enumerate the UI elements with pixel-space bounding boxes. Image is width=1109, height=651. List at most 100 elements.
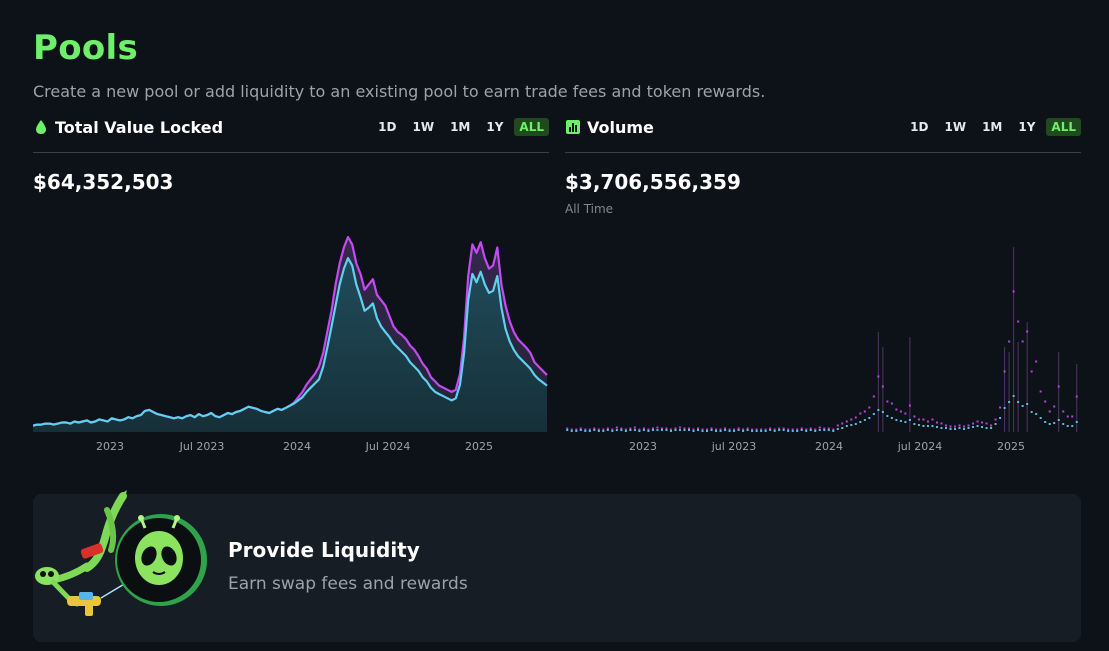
volume-point-a xyxy=(940,422,943,425)
volume-point-b xyxy=(877,409,880,411)
volume-value: $3,706,556,359 xyxy=(565,170,741,194)
volume-panel-header: Volume 1D 1W 1M 1Y ALL xyxy=(565,112,1081,142)
volume-point-b xyxy=(1057,419,1060,421)
volume-x-tick-label: jul 2023 xyxy=(711,440,757,453)
volume-chart[interactable]: 2023 jul 2023 2024 jul 2024 2025 xyxy=(565,222,1081,462)
volume-x-tick-label: 2023 xyxy=(629,440,657,453)
volume-point-a xyxy=(1075,395,1078,398)
volume-point-b xyxy=(972,426,975,428)
volume-point-a xyxy=(760,428,763,431)
volume-point-b xyxy=(584,430,587,432)
card-title: Provide Liquidity xyxy=(228,538,420,562)
volume-range-1w[interactable]: 1W xyxy=(939,118,971,136)
volume-point-a xyxy=(710,427,713,430)
volume-point-a xyxy=(935,421,938,424)
volume-point-b xyxy=(886,415,889,417)
volume-point-b xyxy=(755,430,758,432)
volume-point-a xyxy=(1008,340,1011,343)
volume-point-a xyxy=(584,428,587,431)
tvl-range-1m[interactable]: 1M xyxy=(445,118,475,136)
volume-point-b xyxy=(624,430,627,432)
bar-chart-icon xyxy=(566,120,580,134)
volume-point-a xyxy=(931,418,934,421)
volume-point-b xyxy=(764,430,767,432)
volume-point-b xyxy=(805,430,808,432)
tvl-panel: Total Value Locked 1D 1W 1M 1Y ALL $64,3… xyxy=(33,112,549,472)
volume-point-b xyxy=(615,429,618,431)
volume-range-1m[interactable]: 1M xyxy=(977,118,1007,136)
volume-point-b xyxy=(868,417,871,419)
tvl-range-1w[interactable]: 1W xyxy=(407,118,439,136)
volume-point-b xyxy=(611,430,614,432)
volume-point-a xyxy=(877,375,880,378)
volume-point-a xyxy=(737,427,740,430)
volume-point-a xyxy=(593,427,596,430)
provide-liquidity-card[interactable]: Provide Liquidity Earn swap fees and rew… xyxy=(33,490,1081,642)
volume-point-b xyxy=(706,430,709,432)
volume-point-b xyxy=(724,429,727,431)
volume-point-a xyxy=(895,408,898,411)
volume-point-b xyxy=(701,430,704,432)
volume-point-b xyxy=(958,427,961,429)
volume-point-b xyxy=(845,425,848,427)
volume-point-a xyxy=(633,426,636,429)
volume-point-b xyxy=(588,430,591,432)
volume-point-b xyxy=(579,429,582,431)
volume-point-a xyxy=(890,402,893,405)
volume-point-a xyxy=(728,428,731,431)
volume-point-a xyxy=(733,428,736,431)
tvl-range-all[interactable]: ALL xyxy=(514,118,549,136)
volume-point-b xyxy=(944,427,947,429)
volume-range-1d[interactable]: 1D xyxy=(905,118,933,136)
volume-point-b xyxy=(683,429,686,431)
tvl-range-1y[interactable]: 1Y xyxy=(481,118,508,136)
volume-point-a xyxy=(687,427,690,430)
volume-point-a xyxy=(791,428,794,431)
volume-point-a xyxy=(1066,415,1069,418)
volume-point-b xyxy=(814,430,817,432)
volume-point-a xyxy=(954,425,957,428)
volume-point-a xyxy=(958,424,961,427)
volume-point-a xyxy=(823,427,826,430)
volume-point-b xyxy=(850,424,853,426)
volume-point-b xyxy=(1039,417,1042,419)
volume-point-a xyxy=(1044,400,1047,403)
volume-point-b xyxy=(1012,395,1015,397)
volume-point-b xyxy=(651,429,654,431)
page-title: Pools xyxy=(33,28,139,68)
volume-point-a xyxy=(620,427,623,430)
volume-title: Volume xyxy=(587,117,654,137)
tvl-area-lower xyxy=(33,258,547,432)
volume-point-a xyxy=(611,428,614,431)
volume-point-a xyxy=(990,424,993,427)
volume-point-a xyxy=(715,428,718,431)
tvl-series-line-b xyxy=(33,256,548,427)
volume-point-a xyxy=(746,427,749,430)
volume-point-a xyxy=(1003,370,1006,373)
volume-point-b xyxy=(823,429,826,431)
volume-point-a xyxy=(814,428,817,431)
volume-point-b xyxy=(999,417,1002,419)
volume-range-1y[interactable]: 1Y xyxy=(1013,118,1040,136)
tvl-panel-header: Total Value Locked 1D 1W 1M 1Y ALL xyxy=(33,112,549,142)
volume-point-b xyxy=(940,427,943,429)
volume-point-a xyxy=(926,420,929,423)
tvl-range-1d[interactable]: 1D xyxy=(373,118,401,136)
page-subtitle: Create a new pool or add liquidity to an… xyxy=(33,82,766,101)
volume-point-b xyxy=(954,428,957,430)
volume-point-b xyxy=(647,430,650,432)
volume-point-b xyxy=(859,421,862,423)
volume-point-b xyxy=(935,426,938,428)
tvl-chart[interactable]: 2023 Jul 2023 2024 Jul 2024 2025 xyxy=(33,222,549,462)
volume-point-b xyxy=(818,429,821,431)
tvl-divider xyxy=(33,152,549,153)
volume-point-b xyxy=(967,427,970,429)
volume-point-a xyxy=(588,428,591,431)
volume-range-all[interactable]: ALL xyxy=(1046,118,1081,136)
volume-point-a xyxy=(841,422,844,425)
volume-point-a xyxy=(836,424,839,427)
volume-point-a xyxy=(1030,370,1033,373)
volume-point-b xyxy=(1030,411,1033,413)
volume-point-b xyxy=(963,428,966,430)
volume-point-a xyxy=(638,428,641,431)
